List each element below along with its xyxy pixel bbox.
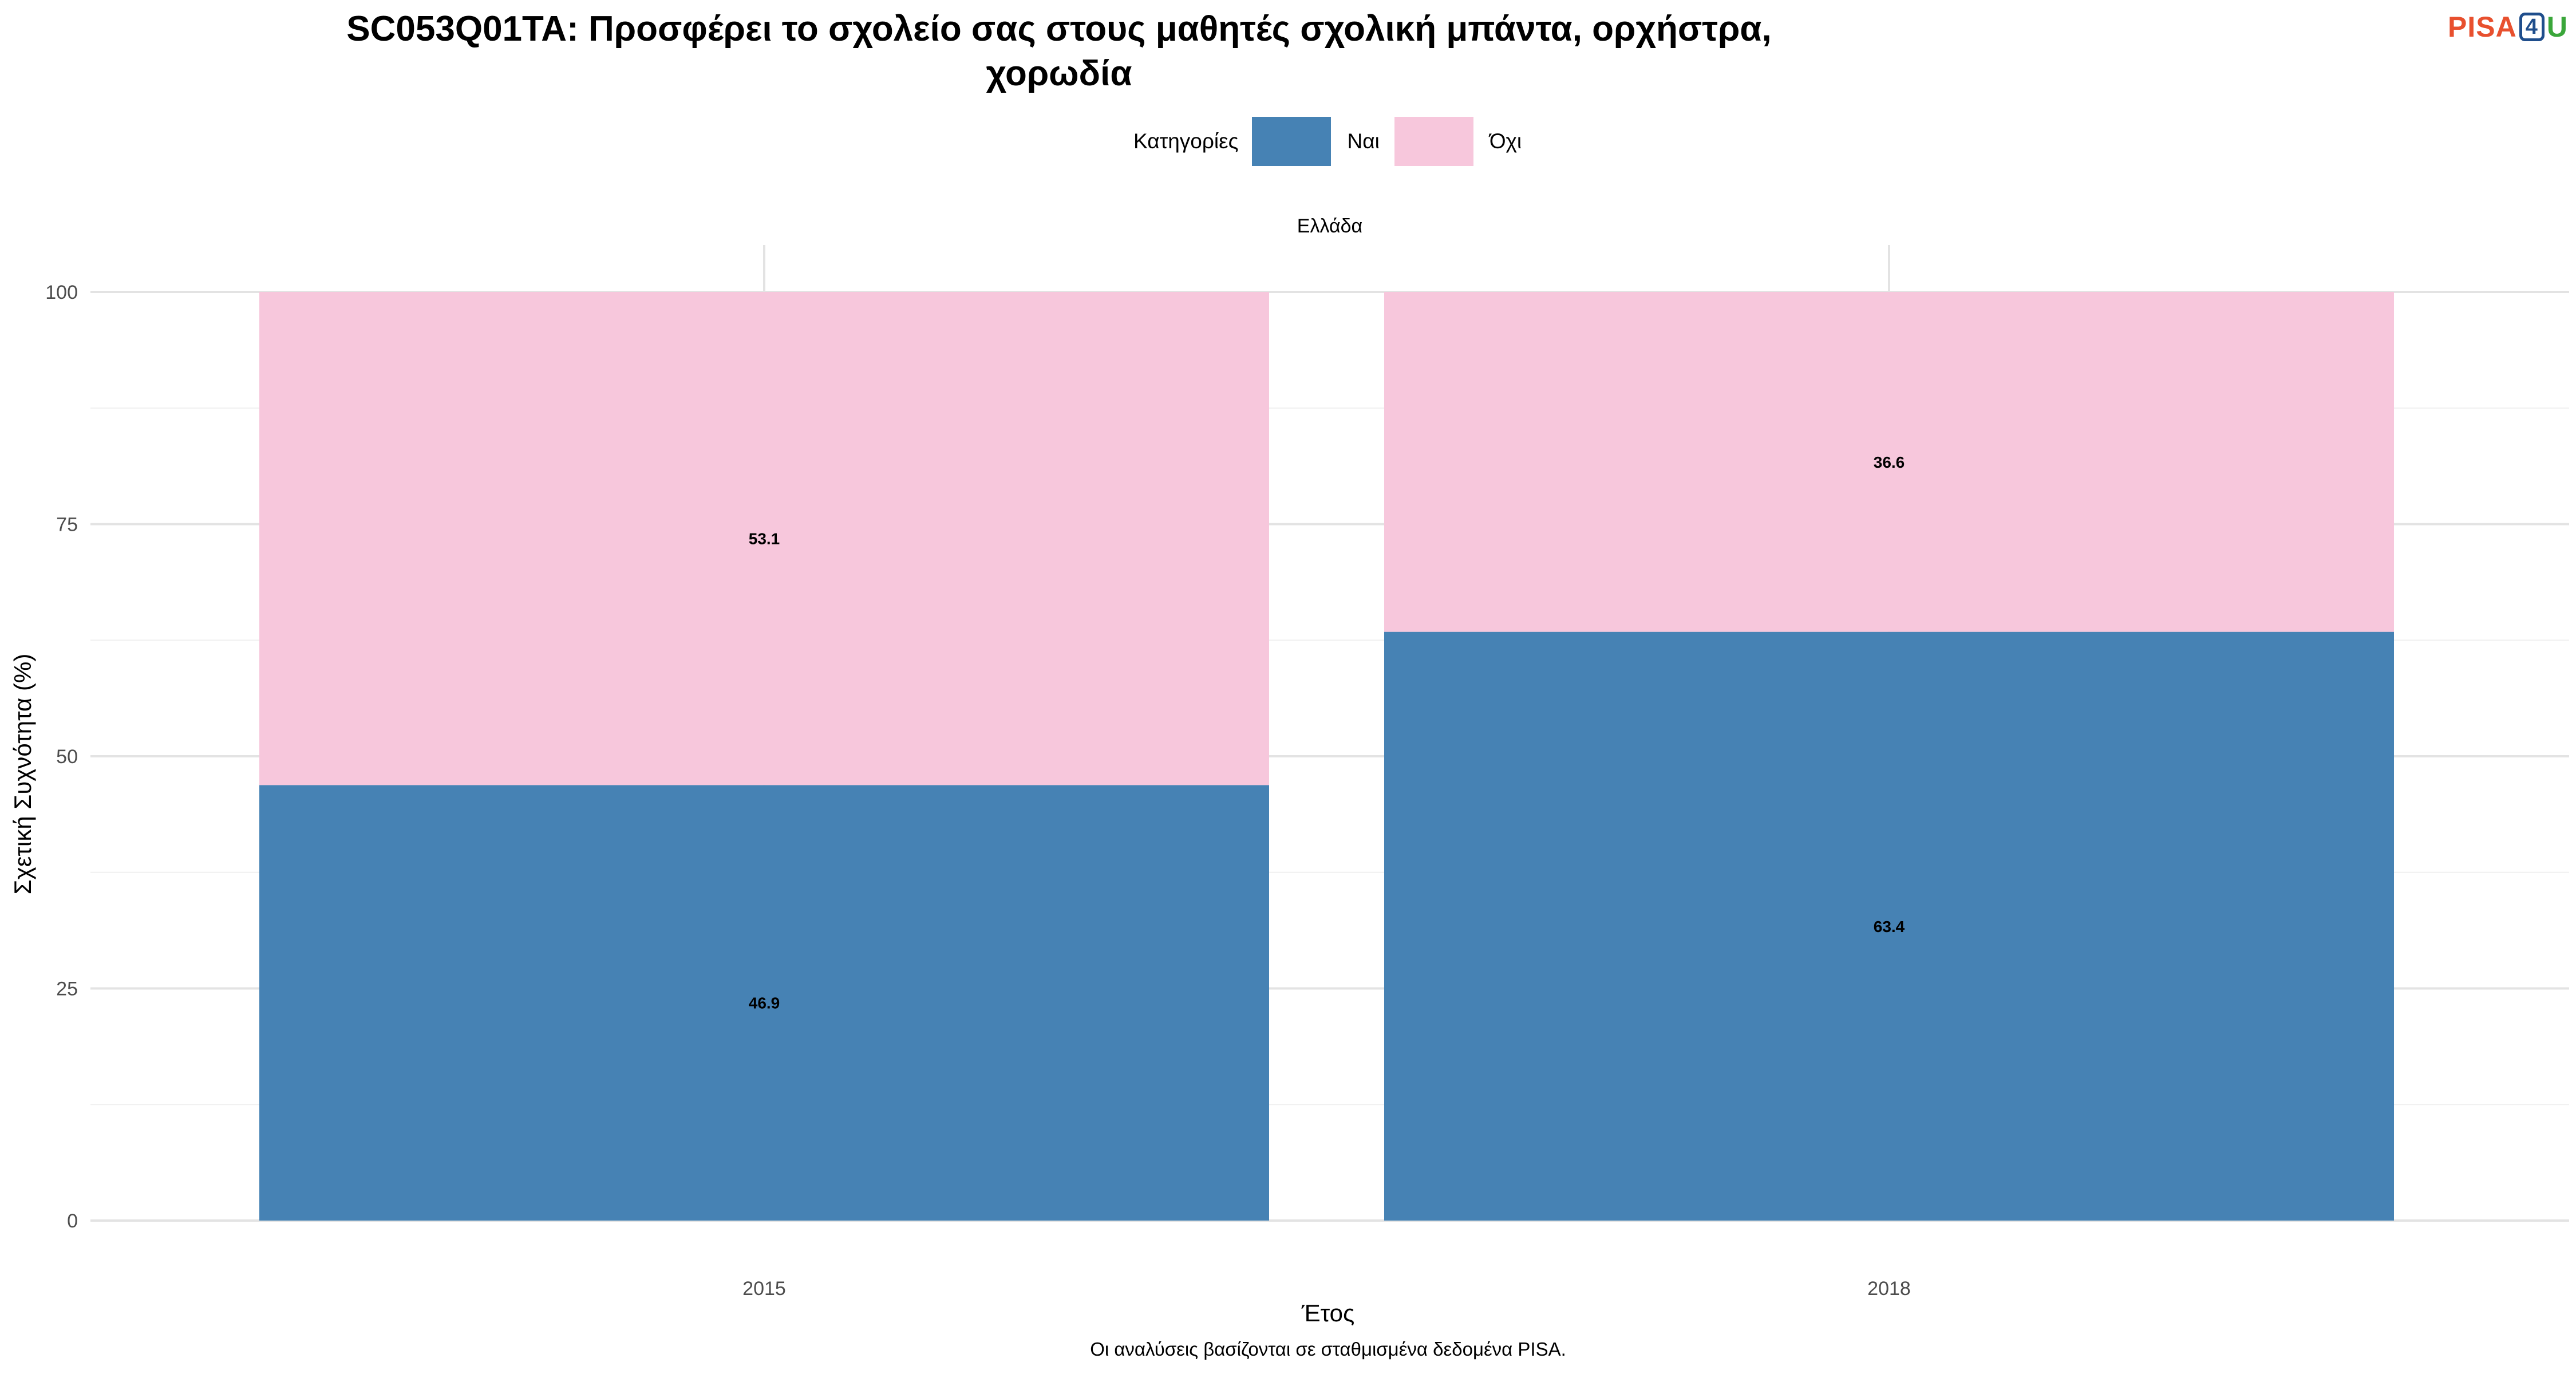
chart-title: SC053Q01TA: Προσφέρει το σχολείο σας στο… — [346, 9, 1772, 93]
y-tick-label: 0 — [67, 1210, 78, 1232]
data-label: 36.6 — [1874, 453, 1905, 471]
x-tick-label: 2018 — [1867, 1278, 1911, 1300]
legend-swatch-no — [1394, 117, 1473, 166]
legend: Κατηγορίες Ναι Όχι — [1133, 116, 1536, 167]
legend-swatch-yes — [1252, 117, 1332, 166]
legend-label-yes: Ναι — [1347, 129, 1380, 153]
bar-2015-yes — [259, 785, 1269, 1221]
caption: Οι αναλύσεις βασίζονται σε σταθμισμένα δ… — [1090, 1339, 1566, 1360]
x-tick-label: 2015 — [742, 1278, 786, 1300]
x-axis-title: Έτος — [1301, 1300, 1355, 1326]
data-label: 53.1 — [749, 530, 780, 548]
bar-2015-no — [259, 292, 1269, 785]
y-axis-title: Σχετική Συχνότητα (%) — [9, 653, 36, 895]
facet-label: Ελλάδα — [1297, 215, 1363, 237]
y-tick-label: 75 — [56, 514, 78, 536]
y-tick-label: 100 — [45, 282, 78, 303]
legend-label-no: Όχι — [1489, 129, 1522, 153]
bar-2018-yes — [1384, 631, 2394, 1221]
legend-item-yes: Ναι — [1252, 117, 1380, 166]
y-tick-label: 50 — [56, 746, 78, 768]
pisa4u-logo: PISA 4 U — [2448, 11, 2568, 43]
data-label: 46.9 — [749, 994, 780, 1012]
data-label: 63.4 — [1874, 918, 1905, 935]
y-tick-label: 25 — [56, 978, 78, 1000]
legend-item-no: Όχι — [1394, 117, 1522, 166]
bar-2018-no — [1384, 292, 2394, 632]
legend-title: Κατηγορίες — [1133, 129, 1239, 153]
